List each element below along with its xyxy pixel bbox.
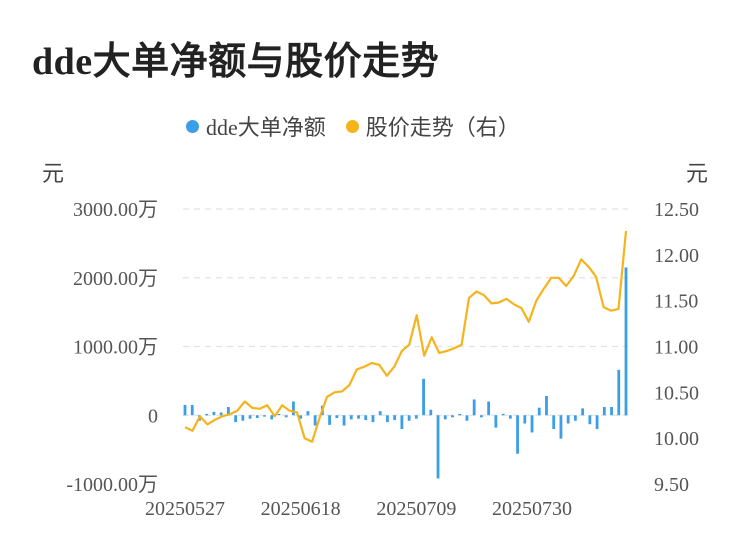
dde-bar — [219, 412, 223, 416]
price-line — [184, 230, 628, 443]
right-axis-tick-label: 9.50 — [654, 474, 689, 496]
dde-bar — [183, 404, 187, 416]
dde-bar — [465, 415, 469, 421]
dde-bar — [407, 415, 411, 421]
dde-bar — [602, 407, 606, 416]
dde-bar — [284, 415, 288, 418]
dde-bar — [248, 415, 252, 419]
x-axis-tick-label: 20250709 — [376, 498, 456, 520]
dde-bar — [523, 415, 527, 424]
legend-item-dde[interactable]: dde大单净额 — [186, 110, 326, 142]
chart-title: dde大单净额与股价走势 — [32, 41, 440, 83]
legend-label-dde: dde大单净额 — [206, 115, 326, 140]
right-axis-tick-label: 12.50 — [654, 199, 699, 221]
right-axis-tick-label: 10.00 — [654, 428, 699, 450]
dde-bar — [364, 415, 368, 421]
right-axis-tick-label: 11.00 — [654, 337, 698, 359]
right-axis-tick-label: 10.50 — [654, 382, 699, 404]
dde-bar — [234, 415, 238, 423]
dde-bar — [588, 415, 592, 425]
dde-bar — [277, 413, 281, 416]
right-axis-unit: 元 — [685, 161, 708, 186]
dde-bar — [443, 415, 447, 420]
dde-bar — [263, 415, 266, 417]
right-axis-tick-label: 11.50 — [654, 291, 698, 313]
x-axis-tick-label: 20250618 — [261, 498, 341, 520]
dde-bar — [371, 415, 375, 423]
dde-bar — [508, 415, 512, 419]
right-axis-tick-label: 12.00 — [654, 245, 699, 267]
dde-bar — [516, 415, 519, 454]
left-axis-tick-label: 1000.00万 — [73, 337, 158, 359]
dde-bar — [226, 407, 230, 416]
dde-bar — [328, 415, 331, 425]
legend-label-price: 股价走势（右） — [365, 115, 520, 140]
dde-bar — [349, 415, 353, 420]
dde-bar — [342, 415, 346, 426]
dde-bar — [530, 415, 534, 433]
dde-bar — [306, 411, 310, 416]
dde-bar — [501, 413, 505, 416]
dde-bar — [299, 415, 303, 419]
left-axis-tick-label: 2000.00万 — [73, 268, 158, 290]
dde-bar — [480, 415, 483, 418]
dde-bar — [566, 415, 570, 424]
dde-bar — [451, 415, 454, 418]
dde-bar — [559, 415, 563, 439]
x-axis-tick-label: 20250730 — [492, 498, 572, 520]
dde-bar — [414, 415, 418, 419]
dde-bar — [581, 408, 585, 416]
dde-bar — [400, 415, 404, 429]
dde-bar — [357, 415, 360, 419]
dde-bar — [205, 413, 209, 416]
dde-bar — [595, 415, 599, 429]
dde-bar — [537, 407, 541, 416]
dde-bar — [386, 415, 389, 423]
dde-bar — [436, 415, 440, 479]
dde-bar — [617, 369, 621, 416]
dde-bar — [494, 415, 498, 428]
dde-bar — [378, 411, 382, 416]
dde-bar — [241, 415, 245, 421]
x-axis-tick-label: 20250527 — [145, 498, 225, 520]
dde-bar — [190, 404, 194, 416]
left-axis-unit: 元 — [42, 161, 65, 186]
legend-dot-yellow — [345, 119, 359, 133]
dde-bar — [472, 399, 476, 416]
dde-bar — [458, 413, 462, 416]
legend-dot-blue — [186, 119, 199, 133]
dde-bar — [313, 415, 317, 426]
dde-bar — [610, 407, 613, 416]
dde-bar — [335, 415, 339, 418]
left-axis-tick-label: 3000.00万 — [73, 199, 158, 221]
left-axis-tick-label: 0 — [148, 405, 158, 427]
dde-bar — [255, 415, 259, 418]
dde-bar — [545, 396, 548, 416]
dde-bar — [292, 401, 295, 416]
dde-bar — [212, 411, 216, 416]
legend-item-price[interactable]: 股价走势（右） — [345, 110, 520, 142]
dde-bar — [487, 401, 491, 416]
legend: dde大单净额 股价走势（右） — [186, 110, 540, 142]
left-axis-tick-label: -1000.00万 — [66, 474, 158, 496]
dde-bar — [393, 415, 397, 421]
dde-bar — [429, 409, 433, 416]
dde-bar — [270, 415, 274, 420]
dde-bar — [573, 415, 577, 421]
dde-bar — [624, 267, 628, 416]
dde-bar — [422, 378, 425, 416]
dde-bar — [552, 415, 556, 429]
